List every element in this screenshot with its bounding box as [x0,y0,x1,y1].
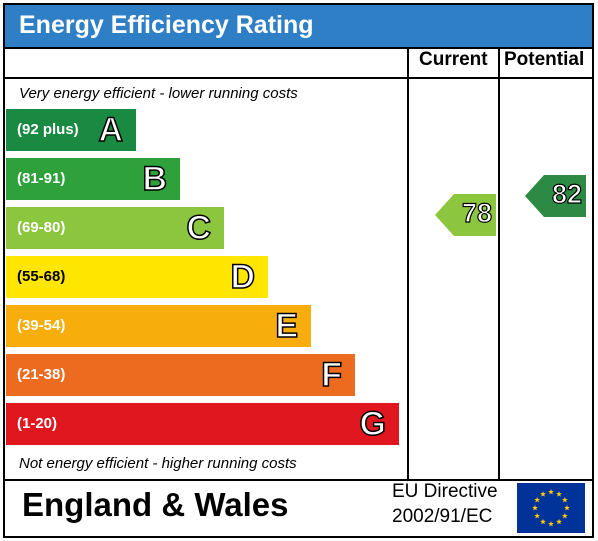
band-e: (39-54) E [6,305,311,347]
eu-directive: EU Directive 2002/91/EC [392,479,498,529]
eu-star-icon [540,518,546,525]
band-letter: C [186,208,212,248]
potential-column-divider [498,47,500,480]
band-c: (69-80) C [6,207,224,249]
potential-rating-shape [525,175,586,217]
current-column-divider [407,47,409,480]
potential-rating-value: 82 [551,178,582,209]
band-f: (21-38) F [6,354,355,396]
potential-column-header: Potential [504,49,585,70]
band-range: (1-20) [17,415,58,432]
eu-directive-line2: 2002/91/EC [392,506,493,527]
region-label: England & Wales [22,486,289,523]
bottom-note: Not energy efficient - higher running co… [19,455,297,472]
band-a: (92 plus) A [6,109,136,151]
band-range: (81-91) [17,170,66,187]
eu-flag-icon [517,483,585,538]
column-header-divider [5,77,592,79]
eu-star-icon [562,513,568,519]
footer-divider [5,479,592,481]
band-letter: A [98,110,124,150]
header: Energy Efficiency Rating [5,5,592,49]
band-letter: F [320,355,342,395]
eu-star-icon [548,489,554,495]
eu-star-icon [540,491,546,497]
eu-star-icon [534,513,540,519]
eu-star-icon [562,497,568,503]
band-letter: E [275,306,299,346]
band-range: (69-80) [17,219,66,236]
band-letter: G [359,404,387,444]
band-g: (1-20) G [6,403,399,445]
potential-rating-arrow: 82 [525,175,586,217]
band-b: (81-91) B [6,158,180,200]
current-rating-value: 78 [461,197,492,228]
eu-star-icon [556,491,562,497]
eu-star-icon [564,505,570,511]
band-d: (55-68) D [6,256,268,298]
current-rating-shape [435,194,496,236]
eu-directive-line1: EU Directive [392,481,498,502]
eu-star-icon [548,521,554,527]
band-letter: B [142,159,168,199]
eu-star-icon [532,505,538,511]
band-range: (21-38) [17,366,66,383]
band-range: (55-68) [17,268,66,285]
current-column-header: Current [419,49,488,70]
top-note: Very energy efficient - lower running co… [19,85,298,102]
eu-star-icon [556,518,562,525]
band-letter: D [230,257,256,297]
current-rating-arrow: 78 [435,194,496,236]
chart-title: Energy Efficiency Rating [19,11,314,39]
eu-star-icon [534,497,540,503]
band-range: (39-54) [17,317,66,334]
band-range: (92 plus) [17,121,79,138]
